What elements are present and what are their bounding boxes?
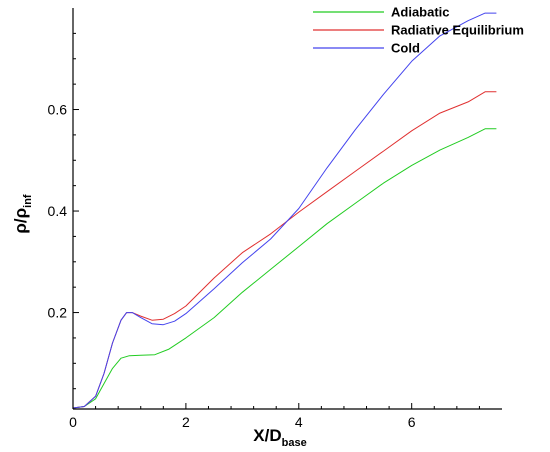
series-line-0 [72,128,497,409]
x-axis-title-sub: base [282,437,307,449]
series-layer [72,12,497,409]
legend-label: Radiative Equilibrium [391,23,524,38]
y-tick-label: 0.4 [48,203,68,219]
y-tick-label: 0.6 [48,102,68,118]
legend-label: Adiabatic [391,5,450,20]
legend: Adiabatic Radiative Equilibrium Cold [313,5,524,56]
y-axis-title: ρ/ρinf [11,194,34,234]
series-line-1 [72,91,497,409]
x-axis-title: X/Dbase [253,426,306,449]
legend-label: Cold [391,41,420,56]
series-line-2 [72,12,497,409]
ticks-layer: 0 2 4 6 0.2 0.4 0.6 [48,32,480,430]
y-axis-title-sub: inf [22,194,34,208]
x-tick-label: 6 [408,414,416,430]
axes-layer [72,8,502,410]
y-tick-label: 0.2 [48,305,68,321]
x-tick-label: 0 [69,414,77,430]
x-axis-title-main: X/D [253,426,281,445]
y-axis-title-main: ρ/ρ [11,208,30,234]
x-tick-label: 2 [182,414,190,430]
x-tick-label: 4 [295,414,303,430]
